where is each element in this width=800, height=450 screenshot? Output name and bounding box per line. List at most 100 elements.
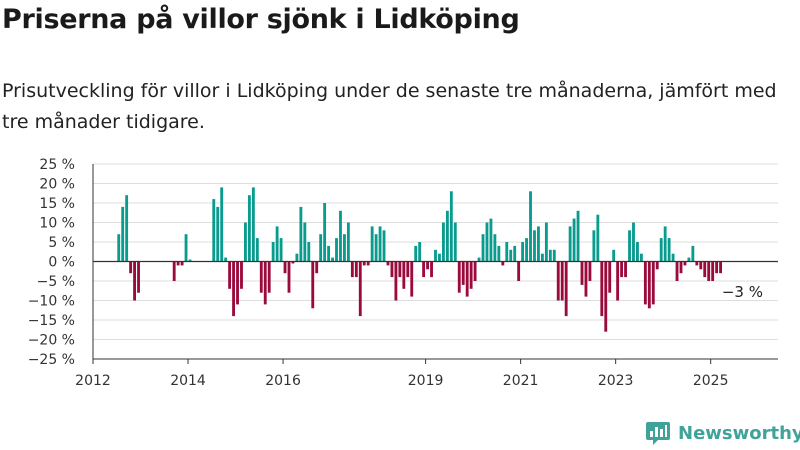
bar	[703, 261, 707, 278]
y-tick-label: 15 %	[39, 196, 75, 212]
bar	[172, 261, 176, 281]
bar	[632, 222, 635, 262]
bar	[137, 261, 140, 293]
bar	[699, 261, 703, 270]
bar	[188, 259, 192, 262]
bar	[323, 203, 327, 262]
bar	[283, 261, 287, 274]
bar	[449, 191, 453, 262]
bar	[117, 234, 121, 262]
x-tick-label: 2025	[693, 373, 729, 389]
bar	[279, 238, 283, 262]
bar	[441, 222, 445, 262]
bar	[489, 218, 493, 262]
bar	[232, 261, 235, 317]
bar	[319, 234, 323, 262]
bar	[374, 234, 378, 262]
bar	[370, 226, 374, 262]
bar	[671, 253, 675, 262]
bar	[291, 261, 295, 264]
bar	[509, 249, 513, 262]
bar	[533, 230, 536, 262]
bar	[244, 222, 247, 262]
bar	[263, 261, 267, 305]
bar	[251, 187, 255, 262]
bar	[481, 234, 485, 262]
x-tick-label: 2019	[408, 373, 444, 389]
bar	[247, 195, 251, 262]
bar	[220, 187, 224, 262]
y-tick-label: 0 %	[48, 255, 75, 271]
bar	[299, 206, 303, 262]
x-tick-label: 2016	[265, 373, 301, 389]
bar	[184, 234, 188, 262]
bar	[636, 242, 639, 262]
bar	[501, 261, 505, 266]
bar	[129, 261, 133, 274]
bar	[453, 222, 457, 262]
y-tick-label: −15 %	[28, 313, 75, 329]
bar	[335, 238, 338, 262]
bar	[687, 257, 691, 262]
bar	[414, 245, 418, 262]
bar	[382, 230, 386, 262]
y-tick-label: −20 %	[28, 333, 75, 349]
bar	[228, 261, 232, 289]
bar	[560, 261, 564, 301]
x-tick-label: 2014	[170, 373, 206, 389]
bar	[394, 261, 398, 301]
bar	[216, 206, 220, 262]
bar	[390, 261, 394, 278]
bar	[628, 230, 631, 262]
y-tick-label: −10 %	[28, 294, 75, 310]
bar	[548, 249, 552, 262]
bar	[303, 222, 307, 262]
bar	[295, 253, 299, 262]
bar	[651, 261, 655, 305]
bar	[620, 261, 624, 278]
bar	[259, 261, 263, 293]
bar	[434, 249, 437, 262]
bar	[240, 261, 243, 289]
bar	[311, 261, 315, 309]
bar	[469, 261, 473, 289]
bar	[176, 261, 180, 266]
bar	[224, 257, 228, 262]
bar	[422, 261, 426, 278]
y-axis-tick-labels: 25 % 20 % 15 % 10 % 5 % 0 % −5 % −10 % −15 % −20 …	[28, 157, 75, 368]
bar	[133, 261, 136, 301]
bar	[600, 261, 604, 317]
bar	[445, 210, 449, 262]
bar	[513, 245, 517, 262]
y-tick-label: 20 %	[39, 177, 75, 193]
bar	[695, 261, 699, 266]
bar	[477, 257, 481, 262]
bar	[572, 218, 576, 262]
brand: Newsworthy	[645, 420, 800, 446]
bar	[350, 261, 354, 278]
bar	[438, 253, 441, 262]
bar	[358, 261, 362, 317]
x-tick-label: 2023	[598, 373, 634, 389]
bar	[402, 261, 406, 289]
bar	[647, 261, 651, 309]
bar	[457, 261, 461, 293]
bar	[343, 234, 346, 262]
x-axis-tick-labels: 2012 2014 2016 2019 2021 2023 2025	[75, 359, 729, 389]
bar	[580, 261, 584, 285]
bar	[287, 261, 291, 293]
bar	[659, 238, 663, 262]
bar	[410, 261, 414, 297]
bar	[564, 261, 568, 317]
bar	[552, 249, 556, 262]
bar	[255, 238, 259, 262]
bar	[473, 261, 477, 281]
bar	[675, 261, 679, 281]
bar	[180, 261, 184, 266]
bars	[117, 187, 723, 332]
bar	[125, 195, 129, 262]
y-tick-label: −25 %	[28, 352, 75, 368]
bar	[608, 261, 612, 293]
bar	[327, 245, 331, 262]
